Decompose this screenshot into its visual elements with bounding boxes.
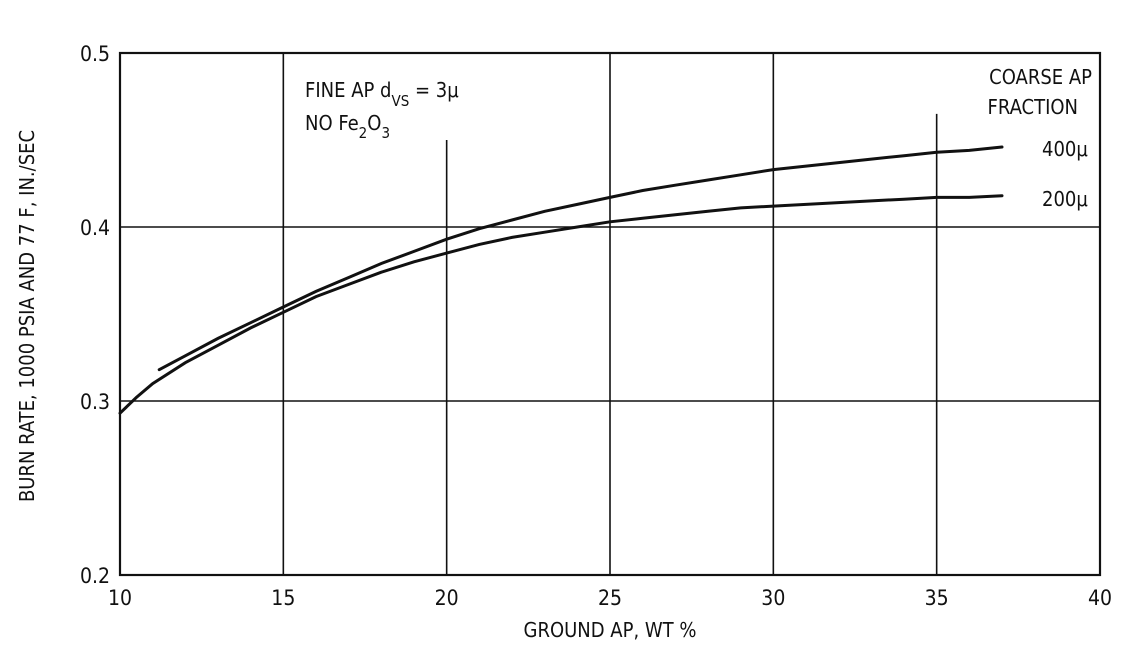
y-tick-label-0.2: 0.2 <box>80 564 110 588</box>
series-line-1 <box>118 194 1004 415</box>
series-label-400: 400μ <box>1042 137 1088 161</box>
legend-title-line2: FRACTION <box>988 95 1078 119</box>
y-tick-label-0.3: 0.3 <box>80 390 110 414</box>
tick-labels: 10 15 20 25 30 35 40 0.2 0.3 0.4 0.5 <box>80 42 1112 610</box>
x-tick-label-40: 40 <box>1088 586 1112 610</box>
y-tick-label-0.4: 0.4 <box>80 216 110 240</box>
data-curves <box>118 145 1004 415</box>
x-tick-label-10: 10 <box>108 586 132 610</box>
x-tick-label-30: 30 <box>761 586 785 610</box>
x-tick-label-15: 15 <box>271 586 295 610</box>
plot-frame <box>118 51 1102 577</box>
x-axis-label: GROUND AP, WT % <box>524 618 697 642</box>
x-tick-label-20: 20 <box>435 586 459 610</box>
annotation-no-fe2o3: NO Fe2O3 <box>305 111 390 142</box>
x-tick-label-25: 25 <box>598 586 622 610</box>
series-label-200: 200μ <box>1042 187 1088 211</box>
legend-title-line1: COARSE AP <box>989 65 1092 89</box>
y-tick-label-0.5: 0.5 <box>80 42 110 66</box>
y-axis-label: BURN RATE, 1000 PSIA AND 77 F, IN./SEC <box>15 130 39 502</box>
annotation-fine-ap: FINE AP dVS = 3μ <box>305 78 459 110</box>
grid-lines <box>120 53 1100 575</box>
series-line-0 <box>157 145 1004 372</box>
x-tick-label-35: 35 <box>925 586 949 610</box>
